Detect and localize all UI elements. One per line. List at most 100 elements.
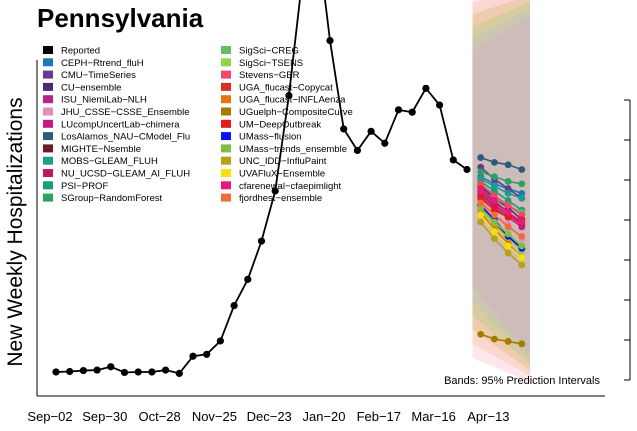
legend-item: JHU_CSSE−CSSE_Ensemble (43, 107, 190, 118)
legend-label: PSI−PROF (61, 181, 108, 192)
legend-swatch (43, 144, 53, 153)
prediction-band (472, 0, 531, 382)
legend-swatch (221, 181, 231, 190)
legend-label: SGroup−RandomForest (61, 193, 162, 204)
x-tick-label: Nov−25 (192, 409, 237, 424)
forecast-point (518, 194, 526, 202)
forecast-point (518, 232, 526, 240)
legend-swatch (221, 119, 231, 128)
forecast-line (480, 197, 522, 221)
forecast-point (504, 223, 512, 231)
forecast-point (491, 335, 498, 343)
chart-title: Pennsylvania (37, 3, 204, 33)
legend-label: LUcompUncertLab−chimera (61, 119, 180, 130)
reported-point (394, 106, 403, 114)
legend-item: SigSci−CREG (221, 46, 299, 57)
legend-label: UVAFluX−Ensemble (239, 169, 325, 180)
legend-item: ISU_NiemiLab−NLH (43, 95, 147, 106)
forecast-point (504, 209, 512, 216)
legend-label: UMass−flusion (239, 132, 302, 143)
forecast-point (518, 218, 526, 226)
legend-item: UMass−flusion (221, 132, 302, 143)
legend-swatch (221, 82, 231, 91)
reported-point (449, 156, 457, 164)
reported-point (340, 125, 348, 133)
legend-swatch (43, 107, 53, 116)
legend-swatch (221, 70, 231, 79)
forecast-point (477, 330, 485, 338)
reported-point (148, 368, 156, 376)
legend-label: UM−DeepOutbreak (239, 119, 321, 130)
legend-label: LosAlamos_NAU−CModel_Flu (61, 132, 190, 143)
legend-swatch (43, 193, 53, 202)
legend-label: UGA_flucast−INFLAenza (239, 95, 346, 106)
legend-label: SigSci−TSENS (239, 58, 303, 69)
forecast-line (480, 171, 522, 185)
legend-label: NU_UCSD−GLEAM_AI_FLUH (61, 169, 190, 180)
legend-swatch (43, 169, 53, 177)
x-tick-label: Sep−30 (82, 409, 127, 424)
reported-point (408, 108, 416, 116)
x-tick-label: Feb−17 (357, 409, 401, 424)
reported-point (436, 101, 444, 109)
forecast-line (480, 178, 523, 199)
forecast-point (518, 180, 526, 188)
reported-point (216, 337, 224, 345)
forecast-point (491, 206, 498, 214)
forecast-point (477, 187, 485, 195)
legend-swatch (43, 82, 53, 91)
legend-label: UGuelph−CompositeCurve (239, 107, 353, 118)
reported-point (271, 187, 279, 195)
forecast-line (480, 214, 523, 259)
reported-point (230, 302, 238, 310)
reported-point (422, 84, 430, 92)
reported-point (120, 368, 129, 377)
legend-item: UGA_flucast−Copycat (221, 82, 333, 93)
legend-item: MOBS−GLEAM_FLUH (43, 156, 158, 167)
forecast-point (504, 185, 512, 193)
forecast-point (491, 187, 498, 195)
forecast-line (480, 211, 523, 259)
axes (36, 60, 631, 397)
legend-label: UNC_IDD−InfluPaint (239, 156, 327, 167)
legend-item: PSI−PROF (43, 181, 108, 192)
reported-point (134, 368, 142, 376)
legend-label: ISU_NiemiLab−NLH (61, 95, 147, 106)
forecast-point (504, 213, 512, 221)
legend-swatch (43, 156, 53, 165)
legend-swatch (43, 119, 53, 128)
legend-item: UMass−trends_ensemble (221, 144, 347, 155)
forecast-point (491, 197, 498, 204)
forecast-point (477, 163, 485, 171)
legend-item: fjordhest−ensemble (221, 193, 322, 204)
reported-point (367, 127, 375, 135)
legend-swatch (221, 58, 231, 67)
forecast-point (491, 211, 498, 219)
forecast-line (480, 195, 523, 228)
legend-item: SGroup−RandomForest (43, 193, 162, 204)
x-axis-ticks: Sep−02 Sep−30 Oct−28 Nov−25 Dec−23 Jan−20 Feb−… (27, 409, 509, 424)
legend-label: CEPH−Rtrend_fluH (61, 58, 144, 69)
forecast-lines (477, 154, 526, 348)
reported-point (189, 352, 197, 360)
forecast-point (477, 168, 485, 176)
forecast-point (491, 173, 498, 181)
legend-label: CMU−TimeSeries (61, 70, 136, 81)
legend-swatch (43, 132, 53, 141)
forecast-line (480, 166, 523, 199)
reported-point (79, 366, 87, 375)
forecast-line (480, 202, 523, 238)
legend-item: UGuelph−CompositeCurve (221, 107, 353, 118)
prediction-band (472, 0, 531, 371)
reported-point (257, 237, 266, 245)
legend-swatch (43, 46, 53, 54)
forecast-point (504, 197, 512, 204)
forecast-line (480, 209, 523, 252)
reported-point (326, 36, 334, 45)
legend-item: NU_UCSD−GLEAM_AI_FLUH (43, 169, 190, 180)
forecast-point (518, 189, 526, 197)
legend-swatch (43, 70, 53, 79)
prediction-band (472, 16, 531, 354)
forecast-point (477, 194, 485, 202)
